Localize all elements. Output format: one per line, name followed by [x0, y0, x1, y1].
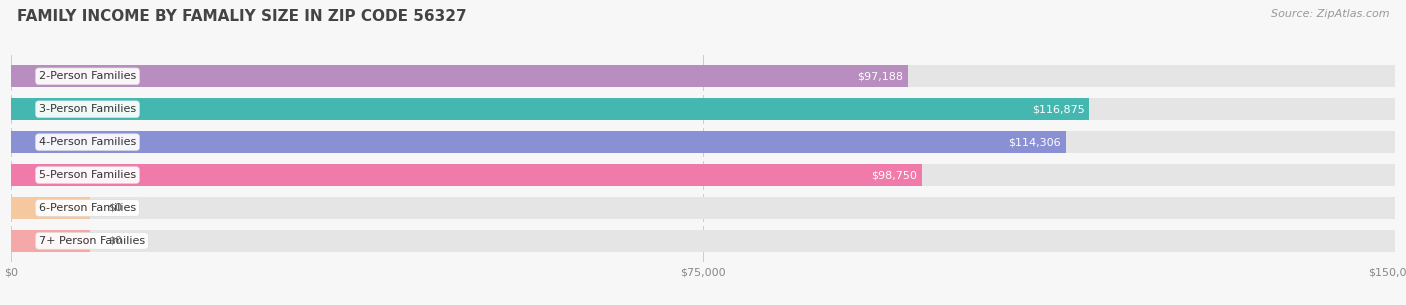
Bar	[11, 197, 1395, 219]
Text: 2-Person Families: 2-Person Families	[39, 71, 136, 81]
Text: 7+ Person Families: 7+ Person Families	[39, 236, 145, 246]
Bar	[11, 98, 1395, 120]
Text: Source: ZipAtlas.com: Source: ZipAtlas.com	[1271, 9, 1389, 19]
Bar	[11, 131, 1066, 153]
Bar	[11, 230, 1395, 252]
Text: $97,188: $97,188	[858, 71, 903, 81]
Bar	[11, 230, 90, 252]
Text: 4-Person Families: 4-Person Families	[39, 137, 136, 147]
Text: $0: $0	[108, 236, 122, 246]
Text: 3-Person Families: 3-Person Families	[39, 104, 136, 114]
Text: $0: $0	[108, 203, 122, 213]
Bar	[11, 65, 908, 88]
Bar	[11, 197, 90, 219]
Bar	[11, 65, 1395, 88]
Bar	[11, 164, 1395, 186]
Text: $116,875: $116,875	[1032, 104, 1084, 114]
Text: 5-Person Families: 5-Person Families	[39, 170, 136, 180]
Text: FAMILY INCOME BY FAMALIY SIZE IN ZIP CODE 56327: FAMILY INCOME BY FAMALIY SIZE IN ZIP COD…	[17, 9, 467, 24]
Bar	[11, 131, 1395, 153]
Text: 6-Person Families: 6-Person Families	[39, 203, 136, 213]
Bar	[11, 98, 1090, 120]
Text: $98,750: $98,750	[872, 170, 918, 180]
Bar	[11, 164, 922, 186]
Text: $114,306: $114,306	[1008, 137, 1062, 147]
